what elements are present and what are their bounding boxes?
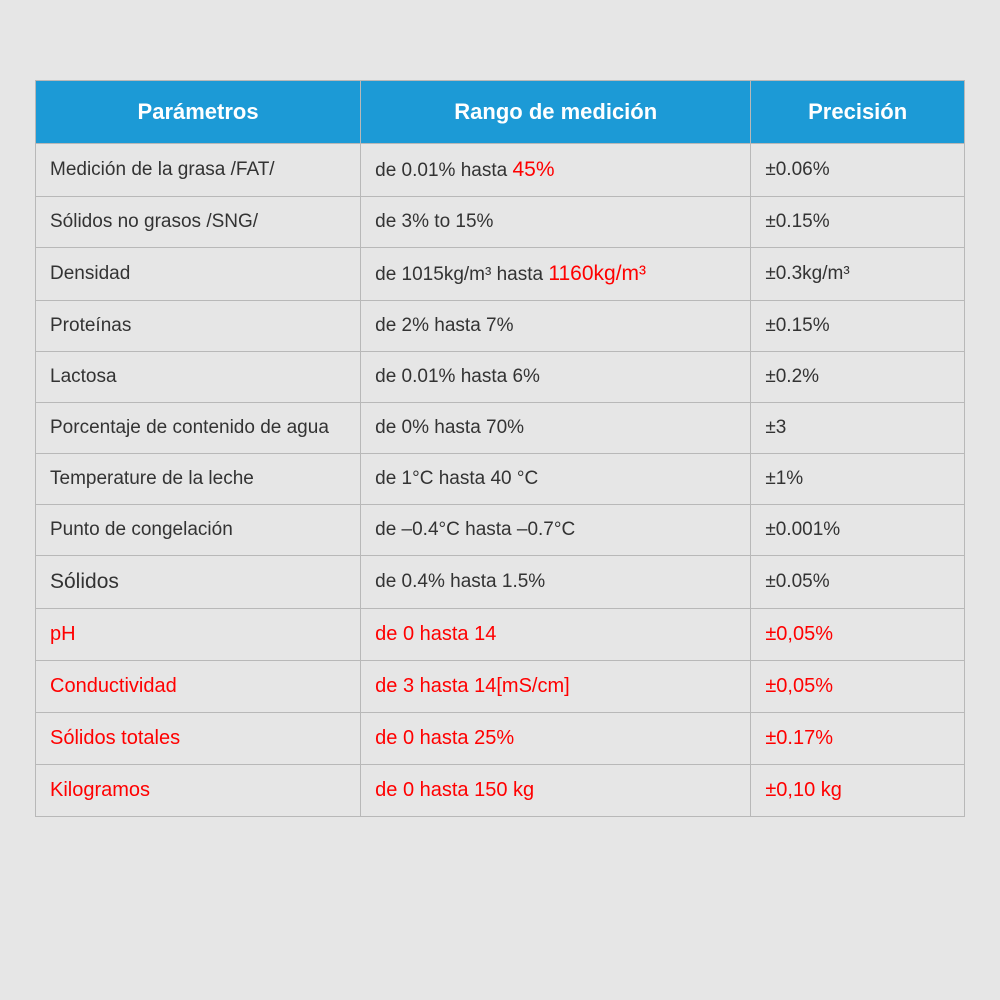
cell-range: de 0.4% hasta 1.5%: [361, 556, 751, 609]
cell-param: Punto de congelación: [36, 505, 361, 556]
cell-range: de 1°C hasta 40 °C: [361, 454, 751, 505]
table-row: Sólidos totalesde 0 hasta 25%±0.17%: [36, 713, 965, 765]
cell-param: Sólidos totales: [36, 713, 361, 765]
cell-param: Proteínas: [36, 301, 361, 352]
cell-param: Conductividad: [36, 661, 361, 713]
cell-range: de 0 hasta 25%: [361, 713, 751, 765]
table-body: Medición de la grasa /FAT/de 0.01% hasta…: [36, 144, 965, 817]
table-row: Densidadde 1015kg/m³ hasta 1160kg/m³±0.3…: [36, 248, 965, 301]
table-row: Punto de congelaciónde –0.4°C hasta –0.7…: [36, 505, 965, 556]
table-row: Temperature de la lechede 1°C hasta 40 °…: [36, 454, 965, 505]
cell-range: de 0 hasta 14: [361, 609, 751, 661]
cell-precision: ±0.001%: [751, 505, 965, 556]
cell-precision: ±0.05%: [751, 556, 965, 609]
cell-precision: ±0,05%: [751, 609, 965, 661]
cell-precision: ±0.15%: [751, 301, 965, 352]
cell-range: de 0.01% hasta 6%: [361, 352, 751, 403]
cell-param: Densidad: [36, 248, 361, 301]
header-parametros: Parámetros: [36, 81, 361, 144]
table-header-row: Parámetros Rango de medición Precisión: [36, 81, 965, 144]
cell-range: de 2% hasta 7%: [361, 301, 751, 352]
cell-range: de 1015kg/m³ hasta 1160kg/m³: [361, 248, 751, 301]
cell-param: Kilogramos: [36, 765, 361, 817]
cell-range: de 3 hasta 14[mS/cm]: [361, 661, 751, 713]
table-row: pHde 0 hasta 14±0,05%: [36, 609, 965, 661]
cell-range: de 0.01% hasta 45%: [361, 144, 751, 197]
cell-precision: ±0.3kg/m³: [751, 248, 965, 301]
cell-range: de 0 hasta 150 kg: [361, 765, 751, 817]
cell-param: Medición de la grasa /FAT/: [36, 144, 361, 197]
highlight-value: 1160kg/m³: [548, 262, 646, 285]
highlight-value: 45%: [512, 158, 554, 181]
table-row: Sólidos no grasos /SNG/de 3% to 15%±0.15…: [36, 197, 965, 248]
cell-param: Sólidos: [36, 556, 361, 609]
cell-precision: ±0.15%: [751, 197, 965, 248]
cell-precision: ±0,05%: [751, 661, 965, 713]
cell-precision: ±0.06%: [751, 144, 965, 197]
table-row: Kilogramosde 0 hasta 150 kg±0,10 kg: [36, 765, 965, 817]
cell-precision: ±0,10 kg: [751, 765, 965, 817]
cell-param: Porcentaje de contenido de agua: [36, 403, 361, 454]
table-row: Conductividadde 3 hasta 14[mS/cm]±0,05%: [36, 661, 965, 713]
table-row: Porcentaje de contenido de aguade 0% has…: [36, 403, 965, 454]
cell-precision: ±0.17%: [751, 713, 965, 765]
table-row: Proteínasde 2% hasta 7%±0.15%: [36, 301, 965, 352]
cell-precision: ±1%: [751, 454, 965, 505]
table-row: Medición de la grasa /FAT/de 0.01% hasta…: [36, 144, 965, 197]
cell-precision: ±0.2%: [751, 352, 965, 403]
header-rango: Rango de medición: [361, 81, 751, 144]
cell-range: de 0% hasta 70%: [361, 403, 751, 454]
cell-precision: ±3: [751, 403, 965, 454]
cell-param: Temperature de la leche: [36, 454, 361, 505]
table-row: Sólidosde 0.4% hasta 1.5%±0.05%: [36, 556, 965, 609]
parameters-table: Parámetros Rango de medición Precisión M…: [35, 80, 965, 817]
cell-range: de 3% to 15%: [361, 197, 751, 248]
cell-param: pH: [36, 609, 361, 661]
cell-param: Lactosa: [36, 352, 361, 403]
cell-range: de –0.4°C hasta –0.7°C: [361, 505, 751, 556]
table-row: Lactosade 0.01% hasta 6%±0.2%: [36, 352, 965, 403]
header-precision: Precisión: [751, 81, 965, 144]
cell-param: Sólidos no grasos /SNG/: [36, 197, 361, 248]
